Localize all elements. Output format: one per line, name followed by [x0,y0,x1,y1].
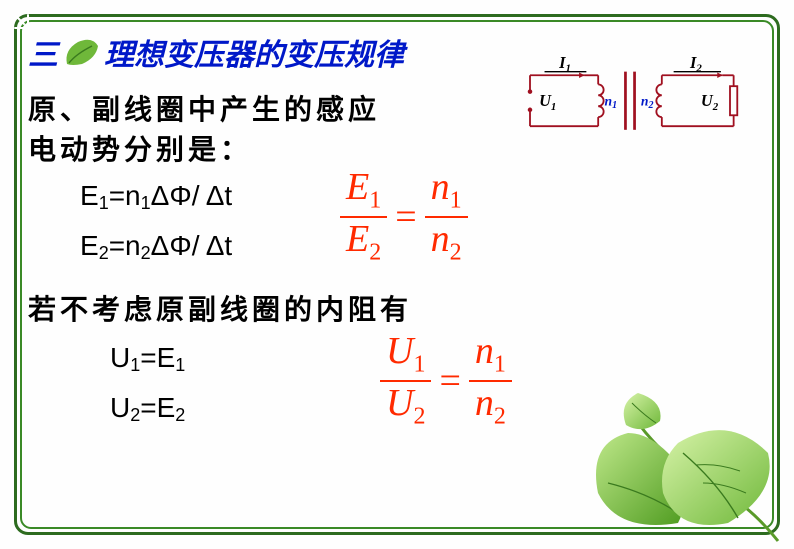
transformer-diagram: I1 I2 U1 U2 n1 n2 [500,48,760,148]
paragraph-1-line-2: 电动势分别是： [28,128,252,168]
heading-text: 理想变压器的变压规律 [104,30,404,74]
formula-e1: E1=n1ΔΦ/ Δt [80,180,232,214]
ratio-e-equation: E1 E2 = n1 n2 [340,168,468,266]
leaf-icon [62,36,102,68]
formula-e2: E2=n2ΔΦ/ Δt [80,230,232,264]
leaves-decoration-icon [568,383,788,543]
formula-u1: U1=E1 [110,342,185,376]
ratio-u-equation: U1 U2 = n1 n2 [380,332,512,430]
section-heading: 三 理想变压器的变压规律 [28,30,404,74]
svg-text:U2: U2 [701,91,719,113]
svg-text:U1: U1 [539,91,556,113]
heading-marker: 三 [28,30,58,74]
svg-text:n2: n2 [641,93,654,111]
paragraph-2: 若不考虑原副线圈的内阻有 [28,288,412,328]
formula-u2: U2=E2 [110,392,185,426]
svg-text:n1: n1 [605,93,618,111]
paragraph-1-line-1: 原、副线圈中产生的感应 [28,88,380,128]
